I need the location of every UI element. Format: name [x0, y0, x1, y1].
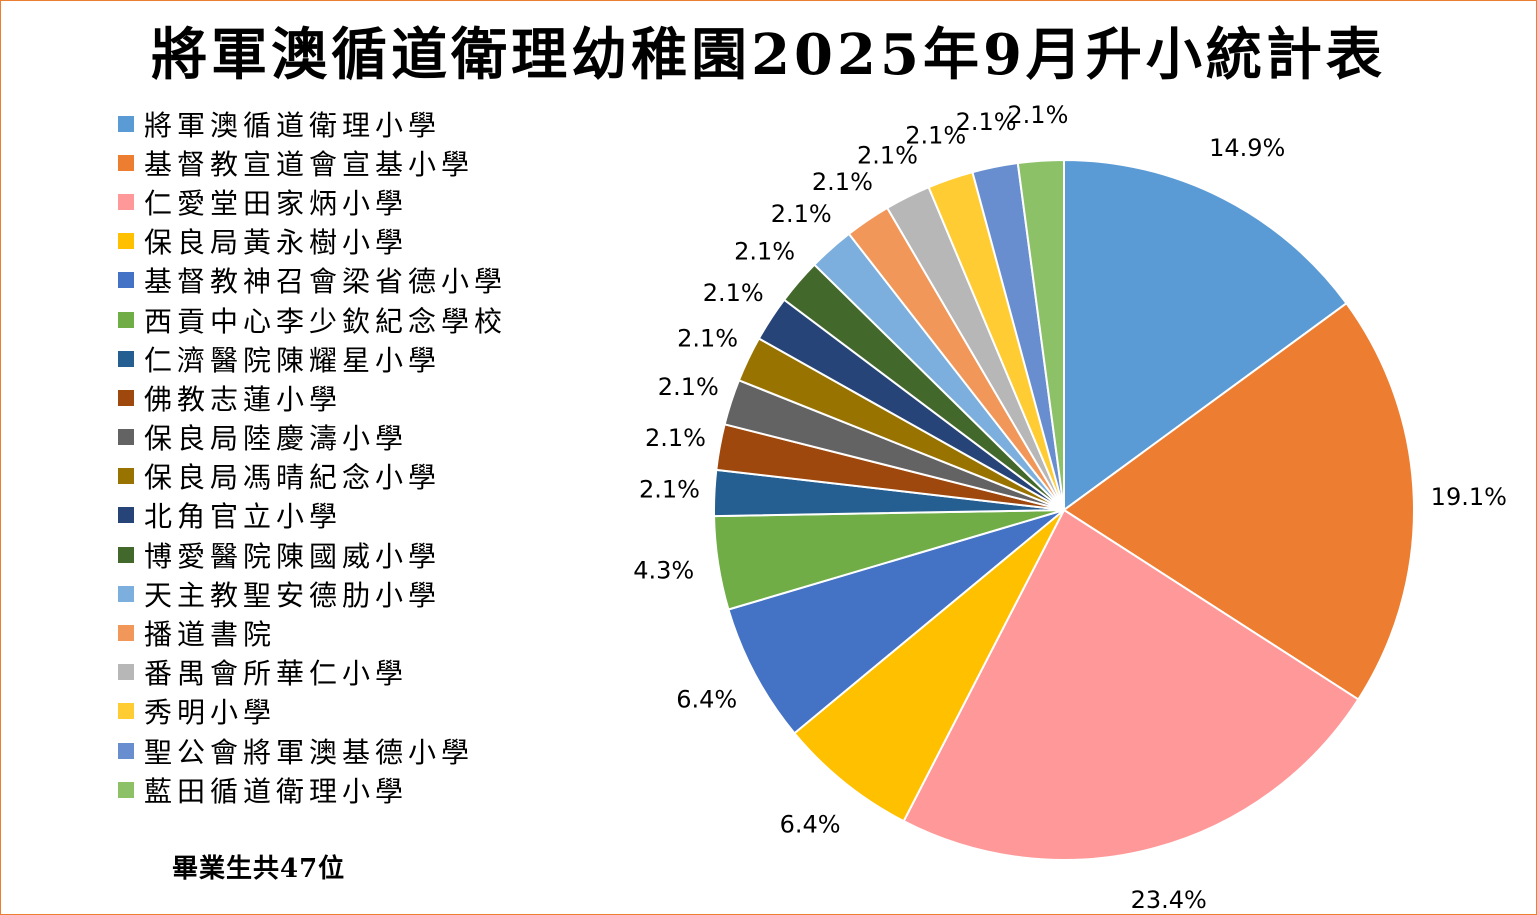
pie-data-label: 6.4%: [780, 811, 841, 839]
legend-swatch: [118, 233, 134, 250]
legend-item: 仁濟醫院陳耀星小學: [118, 339, 507, 378]
legend-swatch: [118, 193, 134, 210]
legend-item: 將軍澳循道衛理小學: [118, 104, 507, 143]
legend-label: 保良局陸慶濤小學: [144, 422, 409, 456]
chart-title: 將軍澳循道衛理幼稚園2025年9月升小統計表: [151, 22, 1386, 88]
legend-swatch: [118, 507, 134, 524]
pie-data-label: 2.1%: [956, 108, 1017, 136]
pie-data-label: 2.1%: [639, 476, 700, 504]
pie-slice: [1063, 158, 1348, 512]
legend-swatch: [118, 115, 134, 132]
legend-swatch: [118, 429, 134, 446]
legend-label: 聖公會將軍澳基德小學: [144, 735, 475, 769]
graduate-count-note: 畢業生共47位: [172, 854, 346, 884]
legend-swatch: [118, 546, 134, 563]
pie-data-label: 2.1%: [703, 279, 764, 307]
legend-item: 播道書院: [118, 613, 507, 652]
legend-label: 博愛醫院陳國威小學: [144, 539, 442, 573]
pie-data-label: 2.1%: [1007, 101, 1068, 129]
legend-swatch: [118, 703, 134, 720]
pie-data-label: 2.1%: [905, 121, 966, 149]
legend-swatch: [118, 585, 134, 602]
legend-item: 保良局馮晴紀念小學: [118, 457, 507, 496]
legend-label: 基督教神召會梁省德小學: [144, 265, 508, 299]
legend-label: 基督教宣道會宣基小學: [144, 147, 475, 181]
pie-data-label: 2.1%: [658, 373, 719, 401]
legend-item: 基督教神召會梁省德小學: [118, 261, 507, 300]
legend-label: 西貢中心李少欽紀念學校: [144, 304, 508, 338]
legend-label: 播道書院: [144, 618, 277, 652]
pie-data-label: 2.1%: [645, 424, 706, 452]
legend-item: 秀明小學: [118, 692, 507, 731]
legend-item: 仁愛堂田家炳小學: [118, 182, 507, 221]
legend-swatch: [118, 625, 134, 642]
pie-data-label: 2.1%: [677, 325, 738, 353]
legend-label: 將軍澳循道衛理小學: [144, 108, 442, 142]
pie-slice: [793, 509, 1065, 823]
legend-item: 保良局陸慶濤小學: [118, 418, 507, 457]
legend-item: 佛教志蓮小學: [118, 378, 507, 417]
legend-swatch: [118, 781, 134, 798]
legend-label: 天主教聖安德肋小學: [144, 578, 442, 612]
legend-label: 番禺會所華仁小學: [144, 657, 409, 691]
legend-item: 北角官立小學: [118, 496, 507, 535]
legend-swatch: [118, 350, 134, 367]
pie-data-label: 6.4%: [676, 686, 737, 714]
legend-item: 聖公會將軍澳基德小學: [118, 731, 507, 770]
legend-swatch: [118, 389, 134, 406]
legend-swatch: [118, 311, 134, 328]
legend-item: 基督教宣道會宣基小學: [118, 143, 507, 182]
legend-label: 秀明小學: [144, 696, 277, 730]
pie-slice: [1062, 301, 1415, 701]
legend-item: 天主教聖安德肋小學: [118, 574, 507, 613]
legend-swatch: [118, 154, 134, 171]
legend-label: 保良局馮晴紀念小學: [144, 461, 442, 495]
legend-item: 番禺會所華仁小學: [118, 653, 507, 692]
legend-swatch: [118, 468, 134, 485]
pie-data-label: 2.1%: [771, 200, 832, 228]
pie-slice: [902, 508, 1360, 861]
legend-item: 博愛醫院陳國威小學: [118, 535, 507, 574]
pie-data-label: 2.1%: [812, 168, 873, 196]
legend-label: 仁濟醫院陳耀星小學: [144, 343, 442, 377]
pie-data-label: 23.4%: [1131, 886, 1207, 914]
chart-legend: 將軍澳循道衛理小學 基督教宣道會宣基小學 仁愛堂田家炳小學 保良局黃永樹小學基督教神召…: [118, 104, 507, 809]
pie-slice: [1016, 158, 1065, 511]
legend-item: 西貢中心李少欽紀念學校: [118, 300, 507, 339]
pie-data-label: 4.3%: [633, 557, 694, 585]
pie-data-label: 14.9%: [1209, 134, 1285, 162]
legend-label: 保良局黃永樹小學: [144, 226, 409, 260]
legend-item: 保良局黃永樹小學: [118, 222, 507, 261]
legend-item: 藍田循道衛理小學: [118, 770, 507, 809]
legend-swatch: [118, 742, 134, 759]
legend-swatch: [118, 664, 134, 681]
pie-data-label: 2.1%: [734, 237, 795, 265]
legend-label: 佛教志蓮小學: [144, 382, 343, 416]
legend-label: 藍田循道衛理小學: [144, 774, 409, 808]
pie-slice: [727, 509, 1065, 735]
legend-label: 北角官立小學: [144, 500, 343, 534]
pie-data-labels: 14.9%19.1%23.4%6.4%6.4%4.3%2.1%2.1%2.1%2…: [633, 101, 1507, 914]
pie-data-label: 19.1%: [1431, 483, 1507, 511]
pie-slices: [713, 158, 1415, 861]
legend-label: 仁愛堂田家炳小學: [144, 186, 409, 220]
pie-data-label: 2.1%: [857, 142, 918, 170]
legend-swatch: [118, 272, 134, 289]
